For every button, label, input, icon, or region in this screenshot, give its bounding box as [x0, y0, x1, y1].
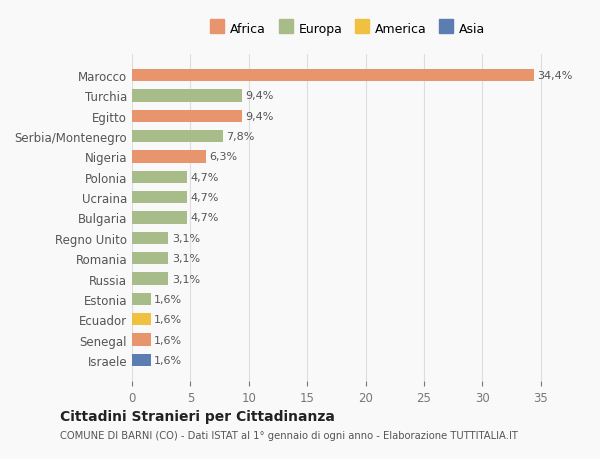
Text: COMUNE DI BARNI (CO) - Dati ISTAT al 1° gennaio di ogni anno - Elaborazione TUTT: COMUNE DI BARNI (CO) - Dati ISTAT al 1° …	[60, 431, 518, 440]
Text: 9,4%: 9,4%	[245, 112, 274, 122]
Bar	[132, 293, 151, 305]
Text: 3,1%: 3,1%	[172, 274, 200, 284]
Bar	[132, 151, 206, 163]
Text: 1,6%: 1,6%	[154, 335, 182, 345]
Text: 1,6%: 1,6%	[154, 294, 182, 304]
Text: Cittadini Stranieri per Cittadinanza: Cittadini Stranieri per Cittadinanza	[60, 409, 335, 423]
Bar	[132, 313, 151, 325]
Bar	[132, 90, 242, 102]
Text: 4,7%: 4,7%	[190, 193, 219, 203]
Text: 34,4%: 34,4%	[537, 71, 572, 81]
Text: 7,8%: 7,8%	[227, 132, 255, 142]
Text: 1,6%: 1,6%	[154, 355, 182, 365]
Bar	[132, 131, 223, 143]
Text: 3,1%: 3,1%	[172, 233, 200, 243]
Bar	[132, 273, 168, 285]
Bar	[132, 70, 533, 82]
Text: 1,6%: 1,6%	[154, 314, 182, 325]
Bar	[132, 192, 187, 204]
Text: 3,1%: 3,1%	[172, 254, 200, 263]
Bar	[132, 171, 187, 184]
Bar	[132, 232, 168, 244]
Text: 6,3%: 6,3%	[209, 152, 237, 162]
Text: 4,7%: 4,7%	[190, 173, 219, 182]
Text: 4,7%: 4,7%	[190, 213, 219, 223]
Bar	[132, 212, 187, 224]
Legend: Africa, Europa, America, Asia: Africa, Europa, America, Asia	[206, 19, 490, 39]
Text: 9,4%: 9,4%	[245, 91, 274, 101]
Bar	[132, 252, 168, 265]
Bar	[132, 111, 242, 123]
Bar	[132, 354, 151, 366]
Bar	[132, 334, 151, 346]
